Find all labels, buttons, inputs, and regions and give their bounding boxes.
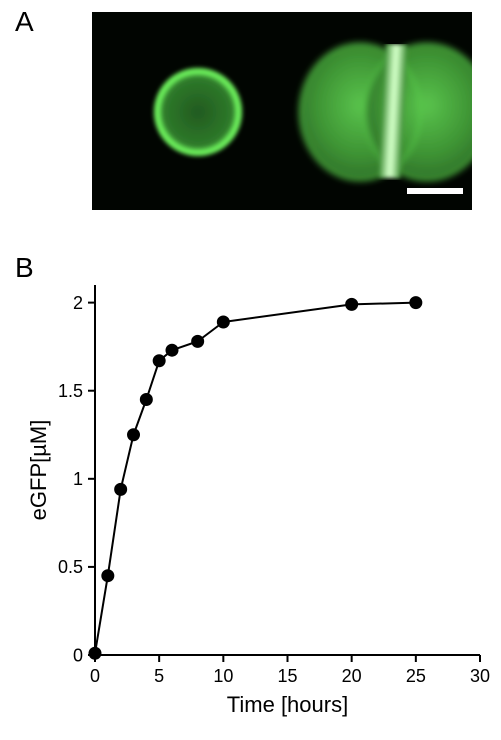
x-tick-label: 5 xyxy=(154,666,164,686)
panel-a-micrograph xyxy=(92,12,472,210)
series-marker xyxy=(102,570,114,582)
x-tick-label: 0 xyxy=(90,666,100,686)
panel-b-chart: 0 5 10 15 20 25 30 0 0.5 1 1.5 2 Time [hours] eGFP[µM… xyxy=(25,275,495,720)
series-marker xyxy=(128,429,140,441)
x-tick-label: 30 xyxy=(470,666,490,686)
series-marker xyxy=(217,316,229,328)
series-marker xyxy=(166,344,178,356)
y-tick-label: 2 xyxy=(73,293,83,313)
series-marker xyxy=(140,394,152,406)
series-marker xyxy=(410,297,422,309)
panel-a-label: A xyxy=(15,6,34,38)
y-tick-label: 0.5 xyxy=(58,557,83,577)
micrograph-svg xyxy=(92,12,472,210)
chart-svg: 0 5 10 15 20 25 30 0 0.5 1 1.5 2 Time [hours] eGFP[µM… xyxy=(25,275,495,720)
series-marker xyxy=(346,298,358,310)
series-marker xyxy=(192,335,204,347)
x-tick-label: 25 xyxy=(406,666,426,686)
y-axis-label: eGFP[µM] xyxy=(26,420,51,521)
scale-bar xyxy=(407,188,463,194)
y-tick-label: 1.5 xyxy=(58,381,83,401)
small-cell xyxy=(154,68,242,156)
y-tick-label: 1 xyxy=(73,469,83,489)
figure-root: A xyxy=(0,0,501,740)
series-marker xyxy=(89,647,101,659)
series-marker xyxy=(153,355,165,367)
x-tick-label: 20 xyxy=(342,666,362,686)
y-tick-label: 0 xyxy=(73,645,83,665)
series-line xyxy=(95,303,416,654)
x-tick-label: 15 xyxy=(277,666,297,686)
x-tick-label: 10 xyxy=(213,666,233,686)
series-marker xyxy=(115,483,127,495)
x-axis-label: Time [hours] xyxy=(227,692,348,717)
